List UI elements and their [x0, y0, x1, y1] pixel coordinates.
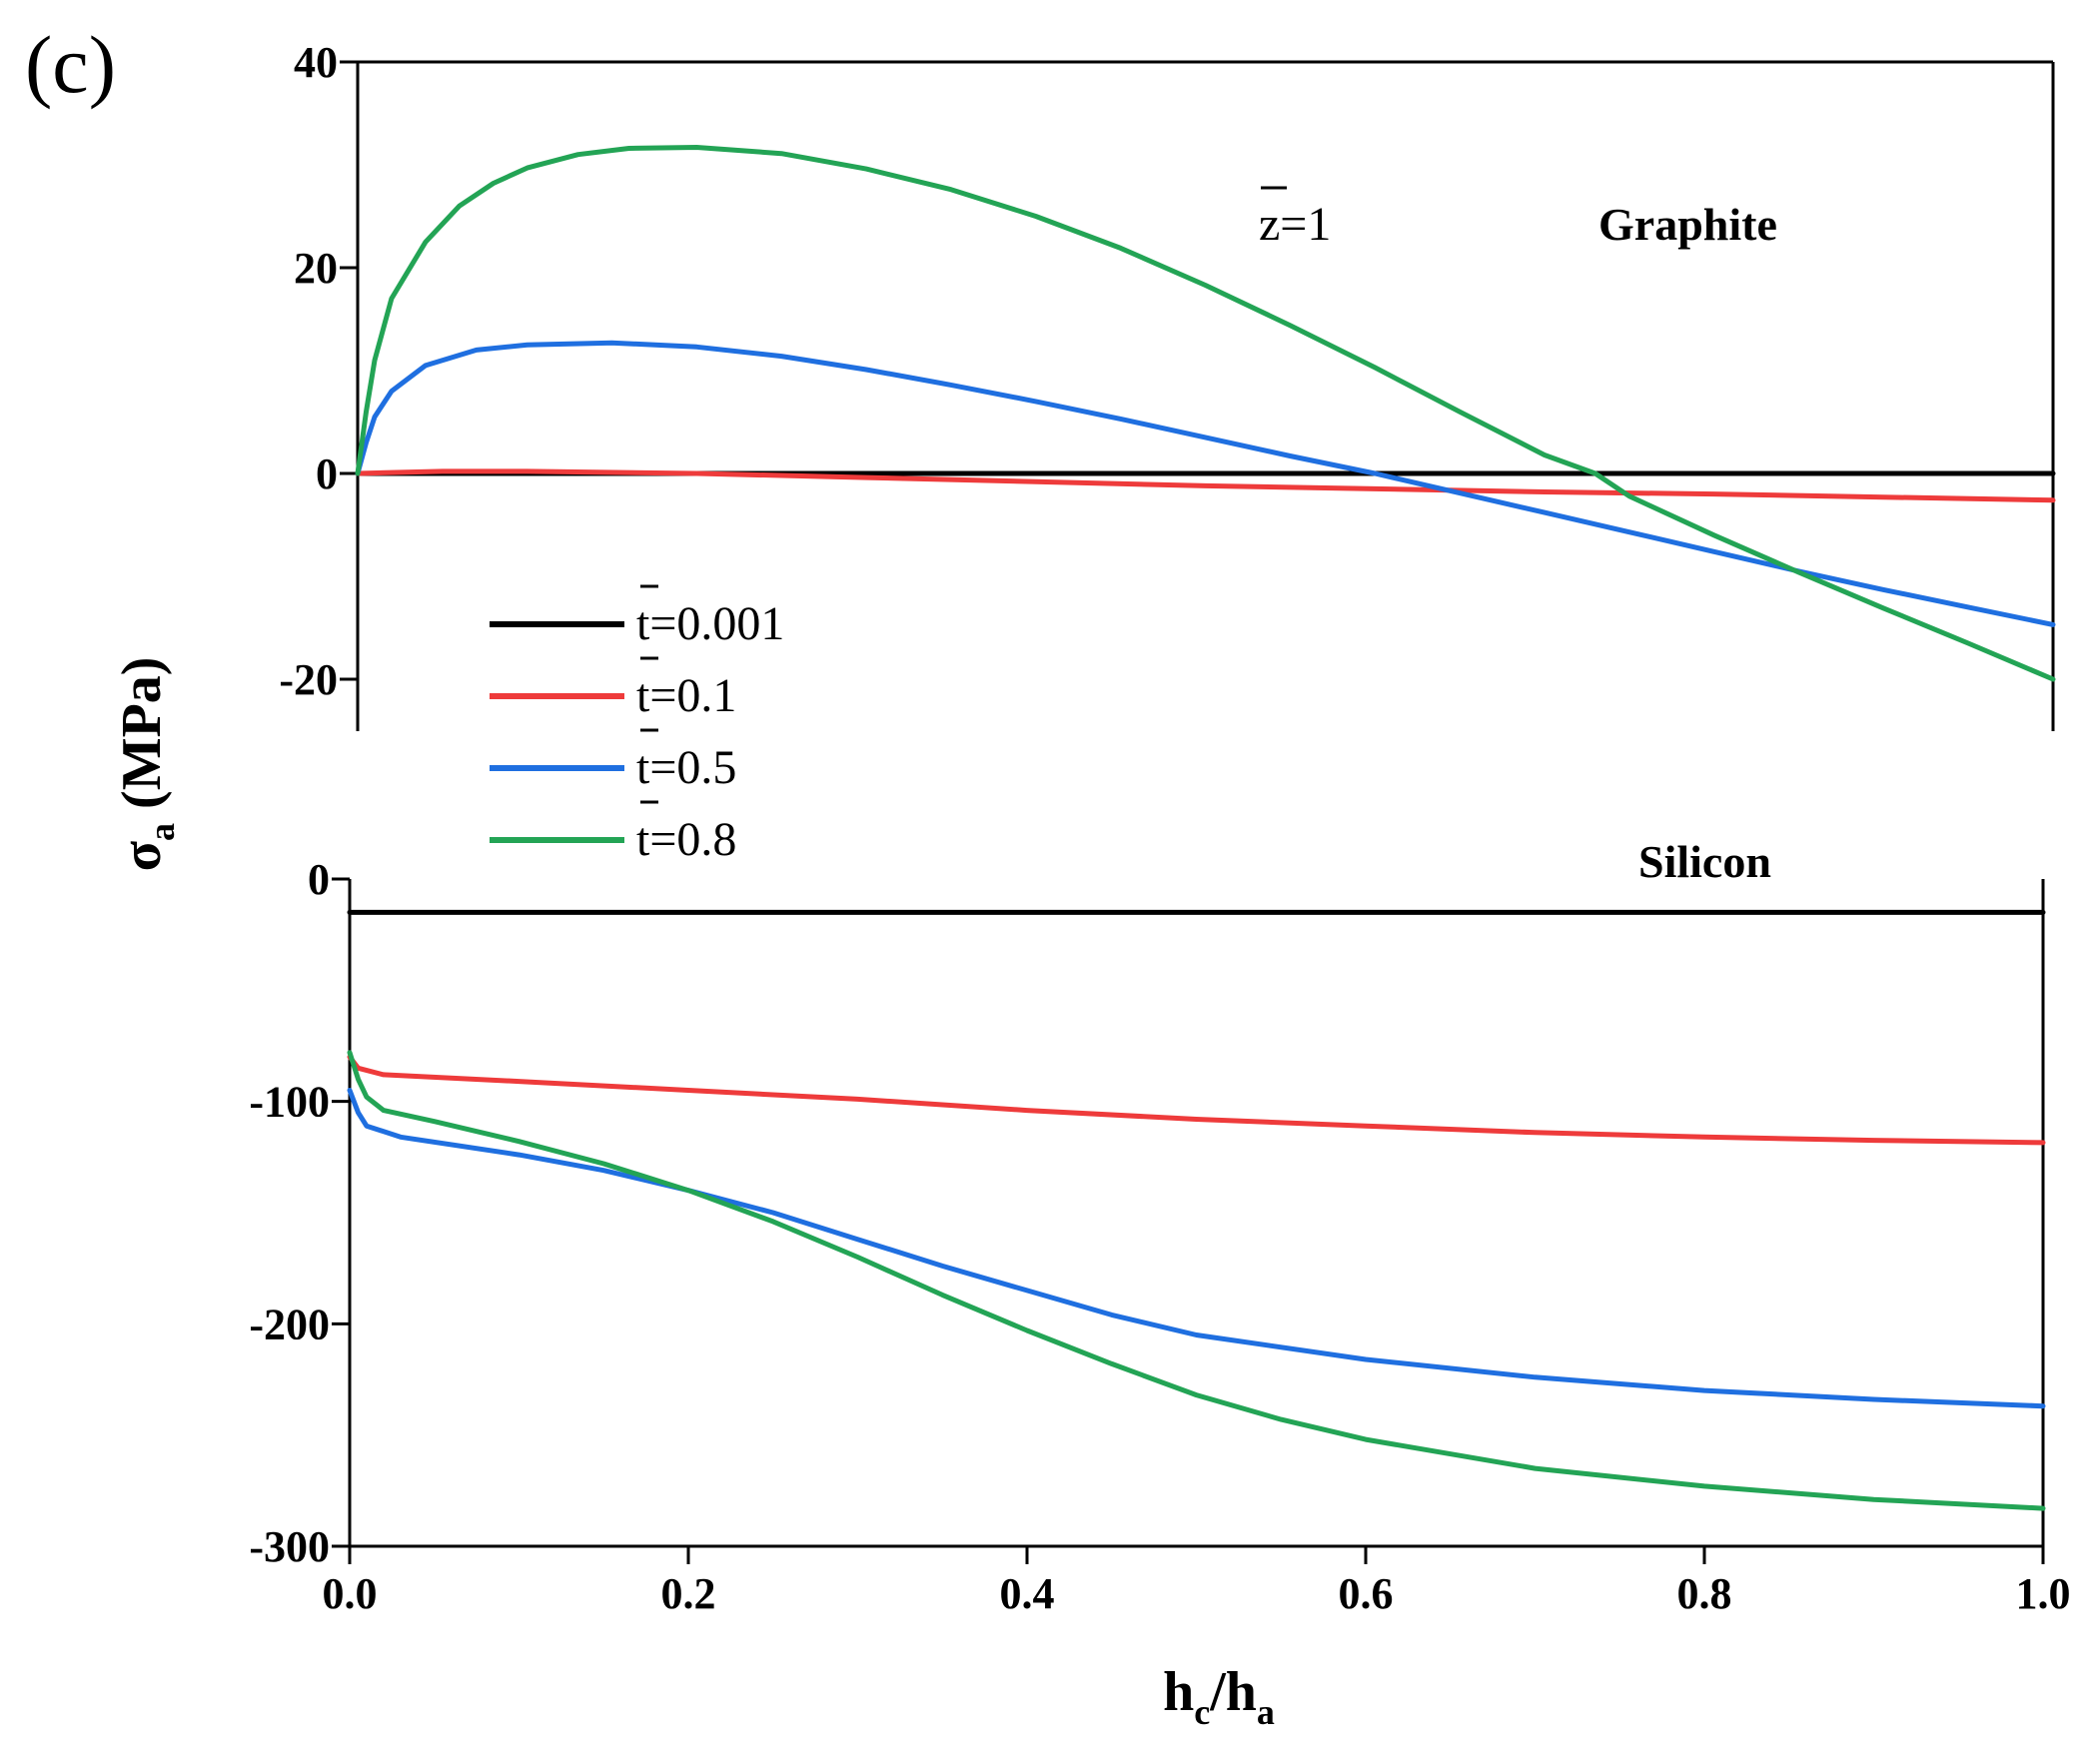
legend-label-t-0-1: t=0.1 — [636, 669, 736, 722]
legend-label-t-0-001: t=0.001 — [636, 597, 784, 650]
x-tick-label-4: 0.8 — [1677, 1569, 1732, 1618]
y-tick-label-silicon-1: -100 — [249, 1078, 330, 1127]
legend-label-t-0-8: t=0.8 — [636, 813, 736, 866]
silicon-panel-title: Silicon — [1638, 836, 1771, 887]
y-tick-label-graphite-0: 40 — [294, 38, 338, 87]
series-silicon-t-0-5 — [347, 1088, 2046, 1409]
y-tick-label-graphite-3: -20 — [279, 655, 338, 704]
y-tick-label-silicon-3: -300 — [249, 1522, 330, 1571]
silicon-panel: 0 -100 -200 -300 0.0 0.2 0.4 0.6 0.8 1.0 Silicon — [249, 836, 2070, 1618]
graphite-panel: 40 20 0 -20 Graphite z=1 — [279, 38, 2056, 731]
series-graphite-t-0-8 — [355, 145, 2056, 682]
z-annotation: z=1 — [1259, 186, 1331, 251]
series-graphite-t-0-5 — [355, 340, 2056, 627]
legend: t=0.001 t=0.1 t=0.5 t=0.8 — [490, 584, 784, 866]
y-axis-title: σa (MPa) — [111, 657, 182, 872]
y-tick-label-silicon-2: -200 — [249, 1300, 330, 1348]
z-annotation-text: z=1 — [1259, 198, 1331, 251]
x-tick-label-0: 0.0 — [323, 1569, 378, 1618]
series-silicon-t-0-8 — [347, 1050, 2046, 1511]
series-silicon-t-0-1 — [347, 1054, 2046, 1146]
x-tick-label-1: 0.2 — [661, 1569, 716, 1618]
y-tick-label-graphite-2: 0 — [316, 449, 338, 498]
series-graphite-t-0-1 — [355, 468, 2056, 503]
x-tick-label-3: 0.6 — [1339, 1569, 1394, 1618]
x-tick-label-2: 0.4 — [1000, 1569, 1055, 1618]
x-axis-title: hc/ha — [1163, 1661, 1275, 1732]
y-axis-title-text: σa (MPa) — [111, 657, 182, 872]
legend-label-t-0-5: t=0.5 — [636, 741, 736, 794]
panel-label: (c) — [25, 19, 116, 110]
y-tick-label-silicon-0: 0 — [308, 855, 330, 904]
y-tick-label-graphite-1: 20 — [294, 244, 338, 293]
x-tick-label-5: 1.0 — [2016, 1569, 2071, 1618]
graphite-panel-title: Graphite — [1598, 199, 1777, 250]
